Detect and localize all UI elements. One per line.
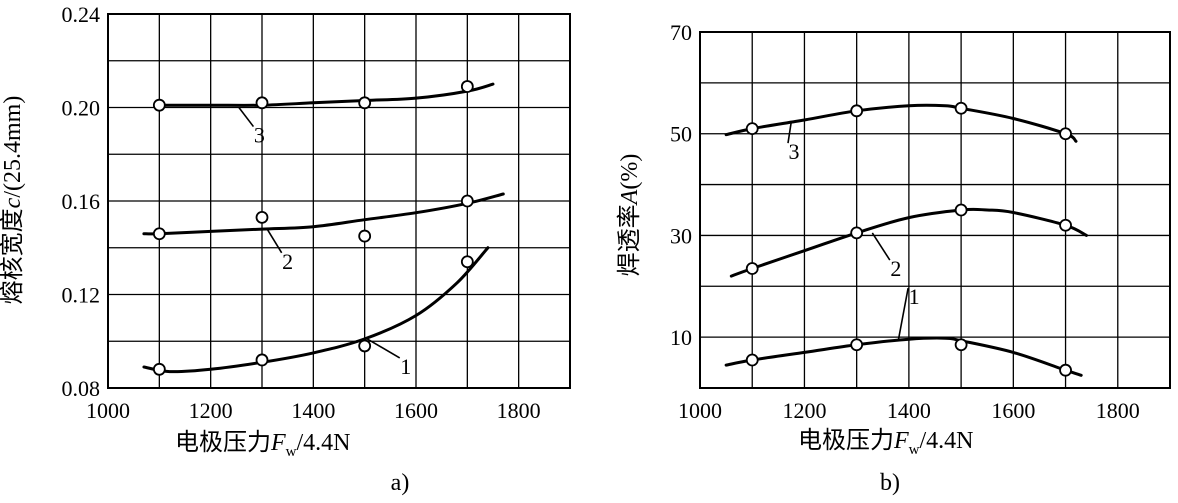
plot-frame [107,13,571,389]
data-point [954,338,968,352]
y-tick-label: 0.20 [62,96,101,121]
data-point [358,339,372,353]
series-line [157,82,495,107]
data-point [850,226,864,240]
x-axis-title-variable: F [893,428,909,454]
y-axis-title-unit: /(25.4mm) [0,96,26,198]
x-tick-label: 1800 [497,398,541,423]
series-line [724,103,1078,143]
series-label: 1 [400,354,411,379]
series-leader-line [238,107,255,128]
plot-frame [699,31,1171,389]
data-point [1059,363,1072,377]
y-axis-title-main: 焊透率 [616,204,643,276]
data-point [358,229,372,243]
data-point [152,362,166,376]
series-label: 2 [890,256,901,281]
series-leader-line [871,232,891,261]
data-point [152,227,166,241]
panel-label: a) [391,470,410,496]
x-axis-title-unit: /4.4N [920,428,974,454]
data-point [358,96,372,110]
x-tick-label: 1800 [1096,398,1140,423]
x-tick-label: 1000 [678,398,722,423]
x-tick-label: 1200 [189,398,233,423]
series-label: 3 [789,139,800,164]
x-tick-label: 1400 [291,398,335,423]
series-label: 2 [282,249,293,274]
series-2: 2 [142,192,505,274]
data-point [850,338,864,352]
x-axis-title-main: 电极压力 [175,429,271,456]
chart-panel-b: 1000 1200 1400 1600 1800 10 30 50 70 12 3 电极压力Fw/4.… [616,20,1171,496]
y-tick-label: 0.24 [62,2,101,27]
y-tick-label: 0.16 [62,189,101,214]
series-3: 3 [724,101,1078,164]
series-leader-line [897,287,909,340]
y-tick-label: 50 [670,122,692,147]
x-tick-label: 1200 [782,398,826,423]
panel-label: b) [880,470,900,496]
data-point [1059,218,1072,232]
data-point [255,353,269,367]
data-point [954,101,968,115]
y-axis-title-variable: A [617,189,643,206]
data-point [460,255,474,269]
data-point [745,353,759,367]
data-point [152,98,166,112]
x-axis-title-main: 电极压力 [798,427,894,454]
series-line [142,246,490,374]
y-tick-label: 0.08 [62,376,101,401]
series-label: 3 [254,123,265,148]
chart-panel-a: 1000 1200 1400 1600 1800 0.08 0.12 0.16 0.20 0.24… [0,2,571,496]
y-axis-title-variable: c [0,197,26,208]
y-tick-label: 10 [670,325,692,350]
x-axis-title: 电极压力Fw/4.4N [175,429,351,460]
y-tick-label: 0.12 [62,283,101,308]
series-line [729,207,1088,278]
series-leader-line [366,338,401,359]
series-line [142,192,505,236]
y-axis-title-unit: (%) [617,154,643,190]
x-axis-title-subscript: w [286,444,297,460]
x-tick-label: 1600 [394,398,438,423]
data-point [1059,127,1072,141]
x-tick-label: 1400 [887,398,931,423]
x-axis-title-variable: F [270,430,286,456]
series-line [724,336,1083,377]
data-point [460,194,474,208]
y-axis-title-main: 熔核宽度 [0,208,26,304]
series-2: 2 [729,203,1088,281]
series-1: 1 [142,246,490,379]
data-point [745,262,759,275]
data-point [255,210,269,224]
data-point [745,122,759,136]
series-label: 1 [909,284,920,309]
x-axis-title-subscript: w [909,442,920,458]
series-3: 3 [152,80,495,148]
series-leader-line [787,120,793,144]
series-leader-line [266,228,283,254]
data-point [954,203,968,217]
series-1: 1 [724,284,1083,377]
x-tick-label: 1600 [991,398,1035,423]
x-axis-title-unit: /4.4N [297,430,351,456]
y-tick-label: 30 [670,223,692,248]
data-point [255,96,269,110]
y-axis-title: 焊透率A(%) [616,154,643,277]
x-axis-title: 电极压力Fw/4.4N [798,427,974,458]
y-tick-label: 70 [670,20,692,45]
data-point [850,104,864,118]
data-point [460,80,474,93]
y-axis-title: 熔核宽度c/(25.4mm) [0,96,26,305]
x-tick-label: 1000 [86,398,130,423]
